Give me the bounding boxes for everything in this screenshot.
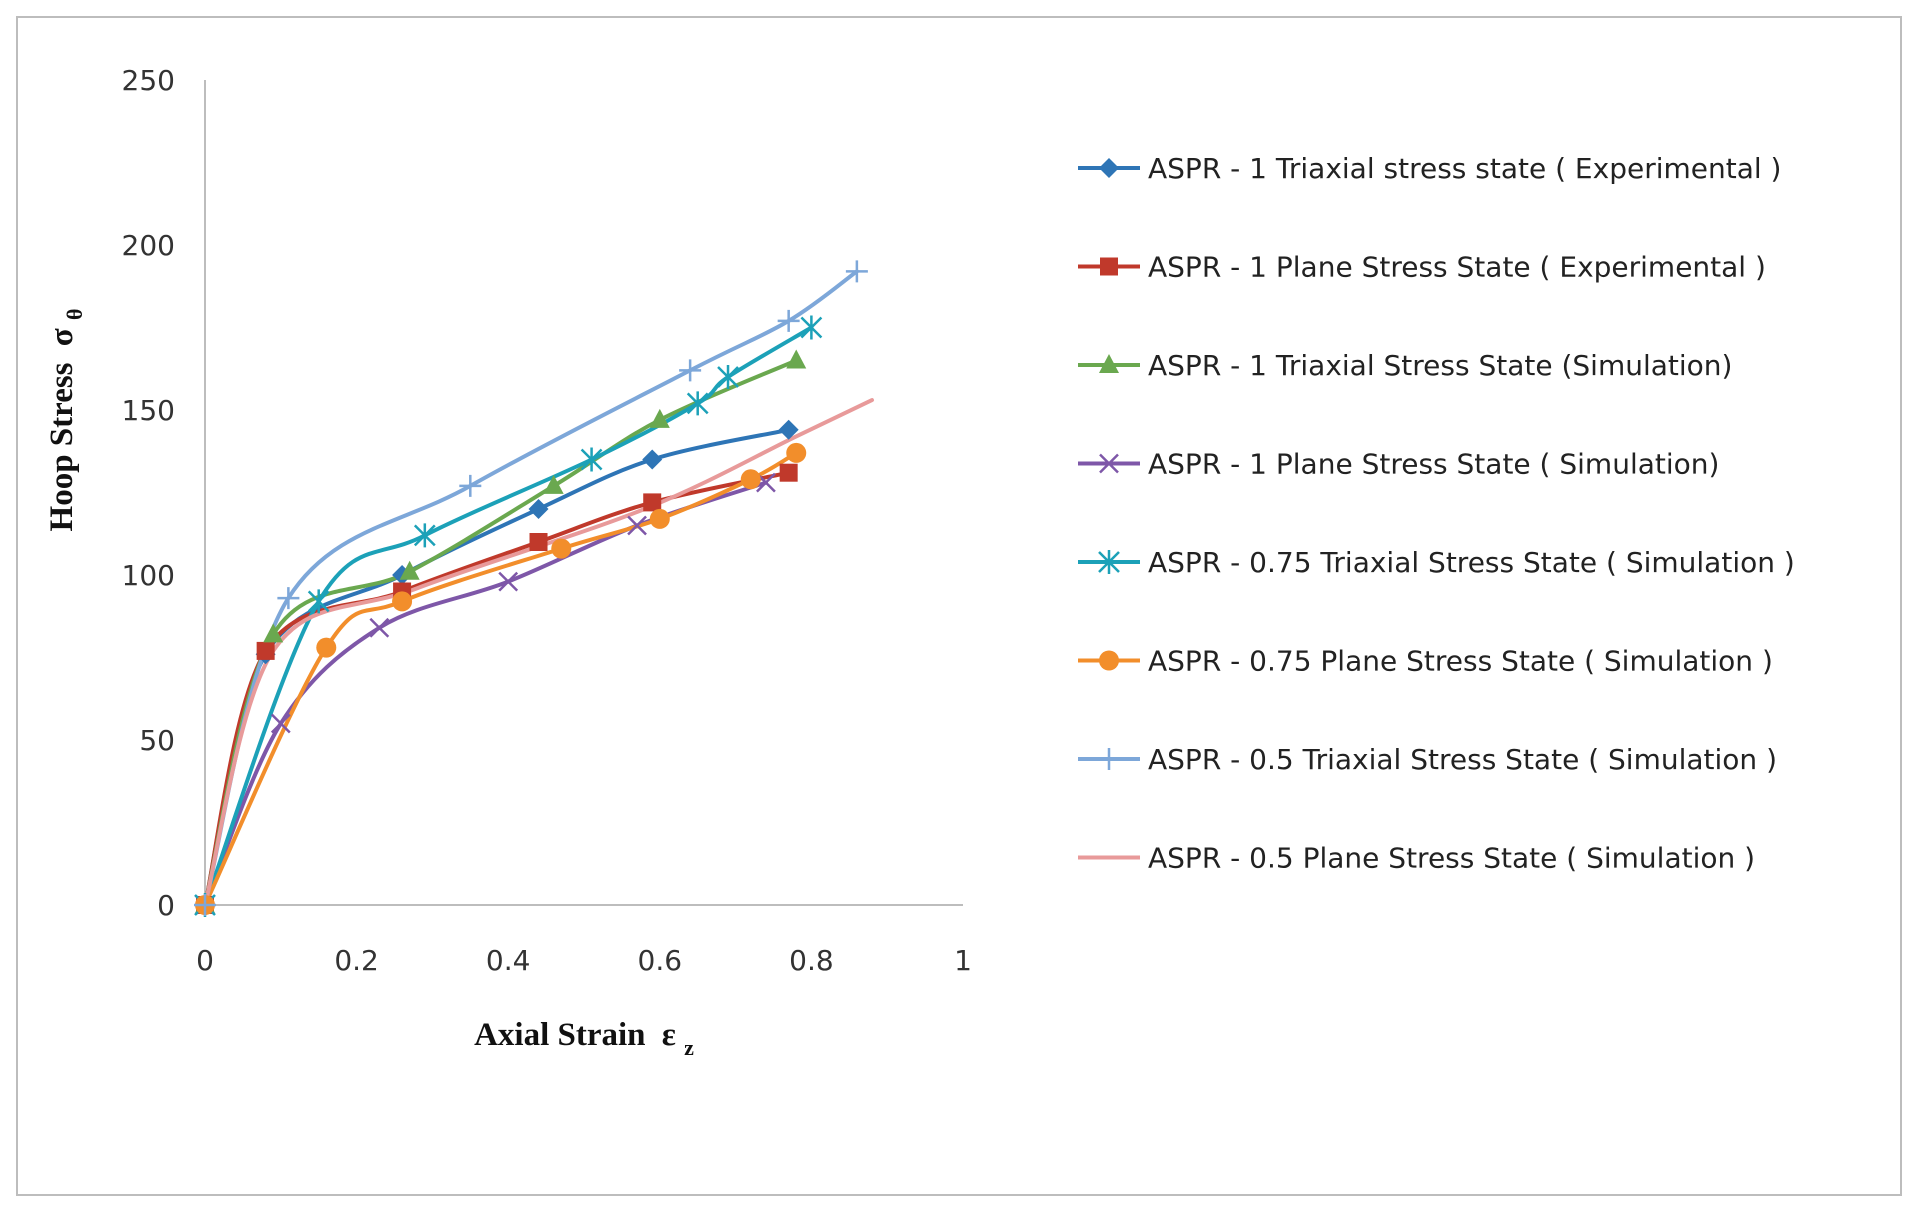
y-tick-label: 100: [122, 559, 175, 592]
legend-label: ASPR - 0.75 Triaxial Stress State ( Simu…: [1148, 546, 1795, 579]
data-point-marker: [307, 589, 330, 614]
data-point-marker: [543, 474, 564, 494]
axes: [204, 80, 963, 906]
data-point-marker: [627, 515, 647, 536]
data-point-marker: [392, 591, 413, 612]
legend-label: ASPR - 1 Triaxial stress state ( Experim…: [1148, 152, 1781, 185]
data-point-marker: [686, 391, 709, 416]
data-point-marker: [580, 447, 603, 472]
data-point-marker: [1099, 453, 1119, 474]
data-point-marker: [679, 359, 702, 382]
x-tick-label: 0.6: [638, 944, 683, 977]
legend-item: ASPR - 0.5 Triaxial Stress State ( Simul…: [1078, 743, 1777, 776]
x-tick-label: 0.4: [486, 944, 531, 977]
x-axis-label: Axial Strain: [474, 1017, 645, 1053]
legend-item: ASPR - 1 Plane Stress State ( Experiment…: [1078, 251, 1766, 284]
y-axis-symbol: σ: [44, 328, 80, 346]
y-tick-label: 0: [157, 889, 175, 922]
data-point-marker: [800, 315, 823, 340]
data-point-marker: [786, 442, 807, 463]
series-line-3: [203, 358, 799, 907]
data-point-marker: [717, 365, 739, 389]
data-point-marker: [1100, 257, 1118, 276]
x-tick-label: 1: [954, 944, 972, 977]
y-axis-subscript: θ: [62, 309, 87, 320]
legend-item: ASPR - 0.75 Triaxial Stress State ( Simu…: [1078, 546, 1795, 579]
x-tick-labels: 0 0.2 0.4 0.6 0.8 1: [196, 944, 972, 977]
legend-item: ASPR - 1 Triaxial stress state ( Experim…: [1078, 152, 1781, 185]
series-line-8: [203, 398, 874, 907]
y-tick-label: 150: [122, 394, 175, 427]
data-point-marker: [1099, 354, 1119, 373]
legend-item: ASPR - 0.75 Plane Stress State ( Simulat…: [1078, 645, 1773, 678]
series-lines: [203, 269, 874, 907]
data-point-marker: [316, 637, 337, 658]
data-point-marker: [778, 419, 799, 440]
y-tick-label: 50: [139, 724, 175, 757]
data-point-marker: [413, 523, 436, 548]
data-point-marker: [1099, 650, 1119, 671]
legend-item: ASPR - 1 Plane Stress State ( Simulation…: [1078, 448, 1719, 481]
data-point-marker: [1099, 158, 1119, 178]
data-point-marker: [649, 408, 670, 428]
series-markers: [194, 260, 868, 917]
data-point-marker: [1098, 550, 1120, 574]
data-point-marker: [1098, 748, 1120, 770]
y-tick-labels: 0 50 100 150 200 250: [122, 64, 175, 922]
chart-frame: [16, 16, 1902, 1196]
x-axis-symbol: ε: [662, 1017, 676, 1053]
data-point-marker: [498, 571, 519, 592]
data-point-marker: [845, 260, 868, 283]
legend-item: ASPR - 1 Triaxial Stress State (Simulati…: [1078, 349, 1732, 382]
data-point-marker: [642, 449, 663, 470]
y-tick-label: 250: [122, 64, 175, 97]
series-line-2: [203, 470, 791, 907]
x-axis-subscript: z: [684, 1035, 694, 1060]
data-point-marker: [459, 474, 482, 497]
x-tick-label: 0: [196, 944, 214, 977]
data-point-marker: [256, 641, 275, 660]
data-point-marker: [529, 533, 548, 551]
x-tick-label: 0.2: [334, 944, 379, 977]
series-line-4: [203, 480, 768, 907]
legend-label: ASPR - 1 Plane Stress State ( Simulation…: [1148, 448, 1719, 481]
data-point-marker: [263, 623, 284, 643]
data-point-marker: [551, 538, 572, 559]
legend-label: ASPR - 0.5 Plane Stress State ( Simulati…: [1148, 842, 1755, 875]
legend-label: ASPR - 0.5 Triaxial Stress State ( Simul…: [1148, 743, 1777, 776]
data-point-marker: [369, 617, 390, 638]
x-tick-label: 0.8: [789, 944, 834, 977]
y-tick-label: 200: [122, 229, 175, 262]
y-axis-title: Hoop Stress σ θ: [44, 309, 87, 532]
legend-item: ASPR - 0.5 Plane Stress State ( Simulati…: [1078, 842, 1755, 875]
data-point-marker: [649, 508, 670, 529]
x-axis-title: Axial Strain ε z: [474, 1017, 694, 1060]
legend-label: ASPR - 1 Plane Stress State ( Experiment…: [1148, 251, 1766, 284]
data-point-marker: [277, 587, 300, 610]
legend: ASPR - 1 Triaxial stress state ( Experim…: [1078, 152, 1795, 875]
data-point-marker: [777, 309, 800, 332]
series-line-6: [203, 450, 799, 907]
legend-label: ASPR - 1 Triaxial Stress State (Simulati…: [1148, 349, 1732, 382]
series-line-5: [203, 325, 814, 907]
y-axis-label: Hoop Stress: [44, 362, 80, 531]
series-line-7: [203, 269, 859, 907]
data-point-marker: [528, 499, 549, 519]
data-point-marker: [740, 469, 761, 490]
data-point-marker: [643, 493, 662, 512]
data-point-marker: [399, 560, 420, 580]
data-point-marker: [194, 894, 216, 916]
data-point-marker: [779, 463, 798, 482]
data-point-marker: [270, 713, 291, 734]
legend-label: ASPR - 0.75 Plane Stress State ( Simulat…: [1148, 645, 1773, 678]
data-point-marker: [786, 349, 807, 369]
